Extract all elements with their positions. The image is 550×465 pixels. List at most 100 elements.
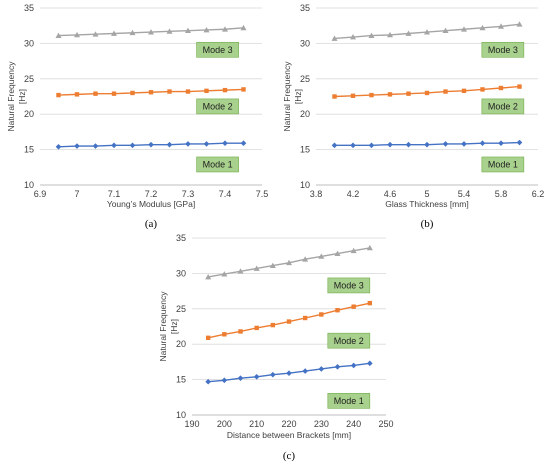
mode-label-box (481, 156, 525, 173)
y-tick-label: 25 (24, 74, 34, 84)
mode3-point (253, 265, 260, 271)
y-axis-title-line: [Hz] (169, 319, 179, 334)
mode-label-box (196, 41, 239, 58)
mode1-point (240, 140, 247, 147)
mode1-point (479, 140, 486, 147)
mode3-point (479, 24, 486, 31)
chart-panel-3: 10 15 20 25 30 35 190 200 210 220 230 240 250 Distanc… (158, 233, 394, 462)
x-tick-label: 5.8 (495, 189, 508, 199)
panel-label: (a) (145, 218, 158, 230)
mode3-point (334, 250, 341, 256)
x-axis-title: Glass Thickness [mm] (385, 199, 468, 209)
x-axis-title: Young’s Modulus [GPa] (107, 199, 195, 209)
x-tick-label: 190 (184, 419, 199, 429)
mode2-point (111, 91, 117, 96)
mode1-point (367, 360, 373, 367)
mode2-point (424, 90, 430, 96)
mode2-point (56, 92, 61, 98)
mode1-point (92, 143, 99, 149)
mode3-point (442, 27, 449, 34)
mode1-point (129, 142, 136, 149)
mode1-point (148, 141, 154, 148)
mode2-point (204, 88, 209, 94)
mode3-point (74, 31, 80, 38)
mode2-point (222, 87, 228, 93)
panel-label: (c) (283, 450, 296, 462)
y-tick-label: 30 (300, 38, 310, 48)
y-tick-label: 25 (176, 304, 186, 314)
y-tick-label: 15 (176, 375, 186, 385)
y-axis-title: Natural Frequency[Hz] (282, 61, 303, 132)
mode2-point (387, 92, 393, 97)
mode1-point (270, 371, 276, 378)
mode1-point (442, 141, 449, 147)
mode3-point (302, 256, 309, 262)
mode1-point (74, 143, 80, 149)
mode3-point (286, 259, 292, 266)
mode3-point (129, 29, 136, 36)
mode2-point (319, 312, 324, 317)
mode3-point (92, 31, 99, 37)
mode-label-box (327, 277, 371, 294)
mode1-point (350, 142, 356, 149)
mode2-point (369, 92, 374, 98)
mode2-point (302, 315, 308, 321)
mode1-point (424, 141, 430, 148)
mode2-point (367, 300, 373, 306)
mode3-point (269, 262, 276, 269)
x-tick-label: 3.8 (310, 189, 323, 199)
mode1-point (55, 143, 62, 150)
mode2-point (498, 85, 504, 91)
mode2-point (74, 92, 80, 97)
mode1-point (286, 370, 292, 377)
y-axis-title-line: [Hz] (293, 89, 303, 104)
mode2-point (350, 93, 356, 98)
mode3-point (203, 26, 210, 33)
mode-label: Mode 3 (203, 45, 233, 55)
mode1-point (461, 141, 467, 147)
mode3-point (166, 28, 173, 34)
y-axis-title: Natural Frequency[Hz] (158, 291, 179, 362)
y-tick-label: 35 (300, 3, 310, 13)
mode2-point (254, 325, 259, 331)
mode1-point (111, 142, 117, 149)
mode3-point (350, 247, 357, 254)
mode3-point (331, 35, 338, 41)
y-tick-label: 20 (24, 109, 34, 119)
mode1-point (405, 141, 412, 148)
panel-label: (b) (421, 218, 434, 230)
mode1-point (516, 139, 523, 146)
mode2-point (351, 304, 356, 309)
mode3-point (387, 31, 393, 38)
x-tick-label: 7.2 (145, 189, 158, 199)
mode-label-box (196, 98, 239, 115)
mode2-point (241, 87, 246, 92)
mode3-point (185, 27, 191, 34)
x-tick-label: 240 (346, 419, 361, 429)
chart-panel-2: 10 15 20 25 30 35 3.8 4.2 4.6 5 5.4 5.8 6.2 Glass Thi… (282, 3, 544, 230)
y-axis-title-line: [Hz] (17, 89, 27, 104)
mode3-point (424, 29, 430, 35)
mode-label: Mode 1 (203, 160, 233, 170)
y-axis-title-line: Natural Frequency (158, 291, 168, 362)
mode1-point (368, 142, 375, 149)
mode1-point (185, 141, 191, 147)
x-tick-label: 4.6 (384, 189, 397, 199)
mode1-point (302, 368, 308, 374)
mode3-point (148, 29, 154, 35)
mode1-point (237, 375, 244, 381)
x-tick-label: 210 (249, 419, 264, 429)
mode-label-box (481, 98, 525, 115)
mode2-point (335, 308, 340, 313)
x-tick-label: 6.2 (532, 189, 545, 199)
chart-panel-1: 10 15 20 25 30 35 6.9 7 7.1 7.2 7.3 7.4 7.5 Young’s M… (6, 3, 268, 230)
mode2-point (461, 88, 467, 94)
mode-label: Mode 2 (488, 102, 518, 112)
mode3-point (221, 271, 228, 277)
mode3-point (205, 273, 212, 280)
mode2-point (222, 332, 227, 337)
y-tick-label: 20 (300, 109, 310, 119)
mode3-point (516, 21, 523, 27)
mode2-point (238, 329, 243, 334)
y-axis-title-line: Natural Frequency (6, 61, 16, 132)
